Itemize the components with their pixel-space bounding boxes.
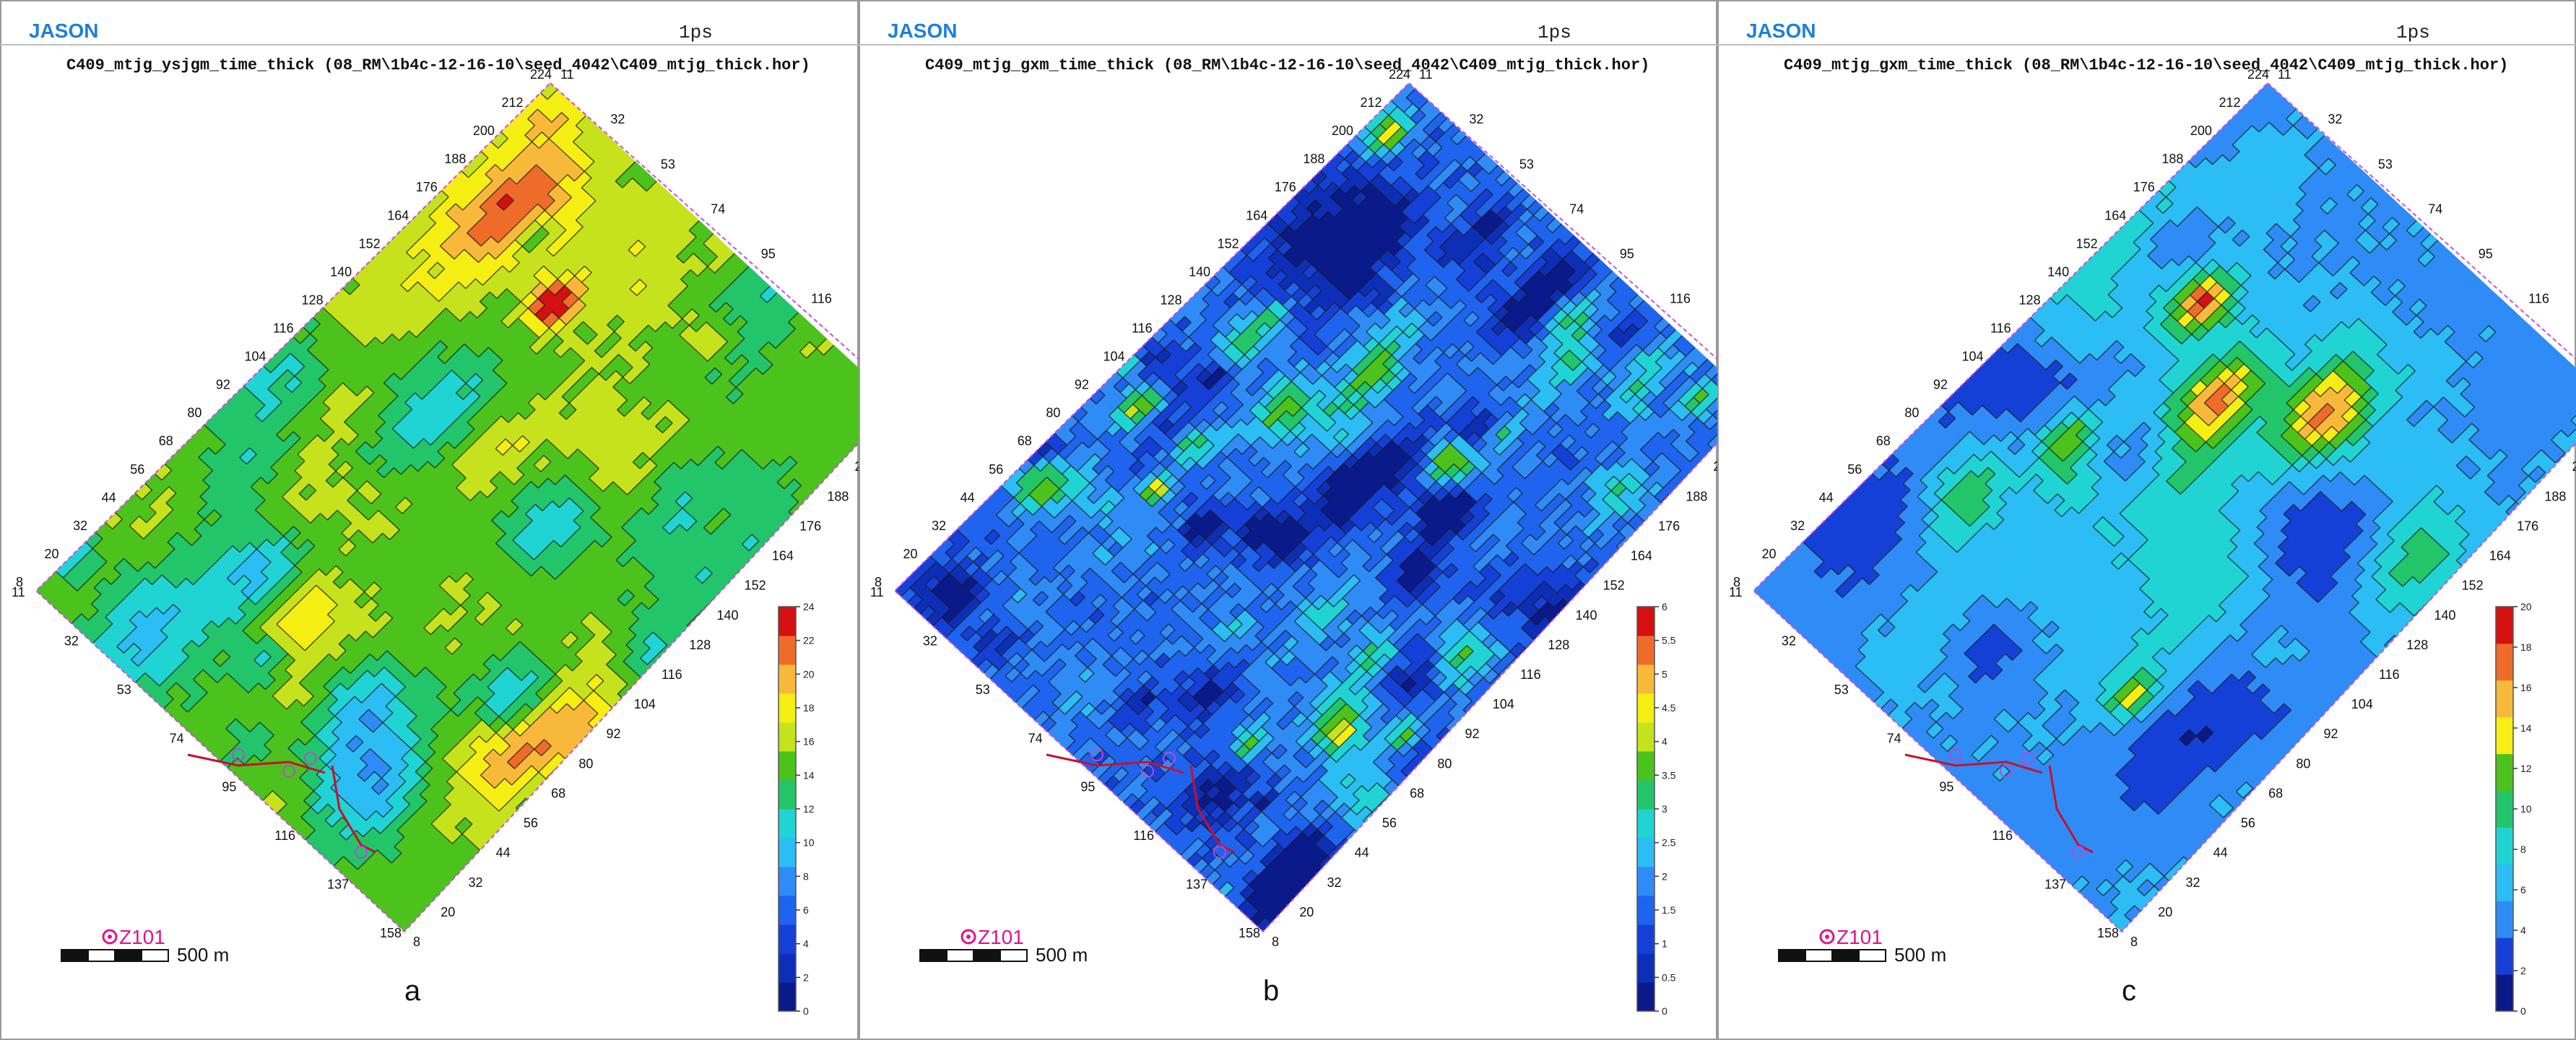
colorbar-tick: 12: [803, 803, 815, 815]
trace-label: 152: [359, 236, 381, 251]
trace-label: 44: [496, 846, 511, 860]
colorbar-tick: 2: [803, 971, 809, 983]
panel-letter: a: [404, 975, 421, 1007]
colorbar-tick: 8: [803, 870, 809, 882]
colorbar-swatch: [779, 780, 796, 810]
trace-label: 20: [441, 905, 455, 919]
line-label: 74: [711, 202, 725, 216]
colorbar-swatch: [779, 896, 796, 925]
horizon-map: [36, 83, 859, 932]
trace-label: 128: [302, 292, 324, 307]
trace-label: 104: [634, 697, 656, 711]
line-label: 53: [661, 157, 675, 171]
line-label: 95: [761, 247, 776, 261]
trace-label: 176: [416, 180, 438, 194]
colorbar-tick: 16: [803, 736, 815, 748]
trace-label: 188: [444, 152, 466, 166]
trace-label: 116: [273, 321, 294, 336]
trace-label: 68: [551, 786, 565, 800]
line-label: 95: [222, 780, 236, 794]
colorbar-tick: 24: [803, 601, 815, 612]
colorbar-swatch: [779, 636, 796, 665]
map-svg: JASON 1ps C409_mtjg_gxm_time_thick (08_RM\…: [859, 0, 1717, 1040]
trace-label: 152: [745, 578, 766, 593]
colorbar-swatch: [779, 924, 796, 954]
line-label: 32: [610, 112, 625, 126]
colorbar-swatch: [779, 953, 796, 983]
trace-label: 32: [73, 519, 87, 533]
trace-label: 116: [662, 667, 682, 682]
trace-label: 128: [689, 638, 711, 652]
trace-label: 200: [473, 124, 495, 138]
jason-logo: JASON: [888, 20, 957, 42]
map-title: C409_mtjg_gxm_time_thick (08_RM\1b4c-12-…: [925, 56, 1649, 74]
panel-b: JASON 1ps C409_mtjg_gxm_time_thick (08_RM\…: [859, 0, 1717, 1040]
colorbar-tick: 0: [803, 1005, 809, 1017]
colorbar-tick: 20: [803, 668, 815, 680]
trace-label: 140: [330, 264, 352, 279]
jason-logo: JASON: [29, 20, 98, 42]
trace-label: 32: [468, 875, 482, 890]
trace-label: 92: [216, 378, 230, 392]
colorbar-swatch: [779, 751, 796, 781]
trace-label: 56: [130, 462, 144, 477]
well-legend-label: Z101: [119, 926, 165, 948]
map-title: C409_mtjg_ysjgm_time_thick (08_RM\1b4c-1…: [66, 56, 810, 74]
colorbar-swatch: [779, 722, 796, 752]
panel-a: JASON 1ps C409_mtjg_ysjgm_time_thick (08_R…: [0, 0, 859, 1040]
line-label: 74: [170, 731, 184, 745]
colorbar-tick: 6: [803, 904, 809, 916]
trace-label: 164: [772, 549, 794, 563]
line-label: 11: [560, 67, 574, 82]
colorbar-swatch: [779, 693, 796, 723]
trace-label: 140: [716, 608, 738, 623]
colorbar-swatch: [779, 607, 796, 636]
colorbar-tick: 22: [803, 635, 815, 646]
trace-label: 8: [16, 575, 23, 589]
trace-label: 188: [827, 489, 849, 503]
trace-label: 44: [102, 490, 116, 505]
trace-label: 20: [45, 547, 59, 561]
line-label: 32: [64, 633, 79, 648]
trace-label: 8: [413, 935, 420, 949]
colorbar-swatch: [779, 664, 796, 694]
map-svg: JASON 1ps C409_mtjg_ysjgm_time_thick (08_R…: [0, 0, 859, 1040]
colorbar-swatch: [779, 838, 796, 867]
line-label: 137: [327, 878, 349, 892]
line-label: 53: [117, 682, 131, 697]
trace-label: 212: [501, 95, 523, 110]
line-label: 158: [380, 926, 402, 940]
trace-label: 176: [799, 519, 821, 533]
colorbar-swatch: [779, 809, 796, 838]
colorbar-tick: 10: [803, 837, 815, 849]
trace-label: 224: [530, 67, 552, 82]
trace-label: 80: [187, 406, 201, 420]
scale-label: 500 m: [177, 944, 229, 966]
trace-label: 164: [387, 208, 409, 222]
line-label: 116: [274, 828, 295, 843]
colorbar-tick: 4: [803, 938, 809, 950]
trace-label: 80: [578, 756, 593, 771]
units-label: 1ps: [679, 22, 713, 43]
trace-label: 56: [524, 816, 538, 831]
colorbar-tick: 18: [803, 702, 815, 714]
colorbar-swatch: [779, 982, 796, 1012]
trace-label: 92: [607, 727, 621, 741]
line-label: 116: [811, 292, 832, 306]
trace-label: 68: [159, 434, 173, 448]
units-label: 1ps: [1538, 22, 1571, 43]
colorbar-swatch: [779, 867, 796, 896]
colorbar-tick: 14: [803, 769, 815, 781]
trace-label: 104: [244, 350, 266, 364]
